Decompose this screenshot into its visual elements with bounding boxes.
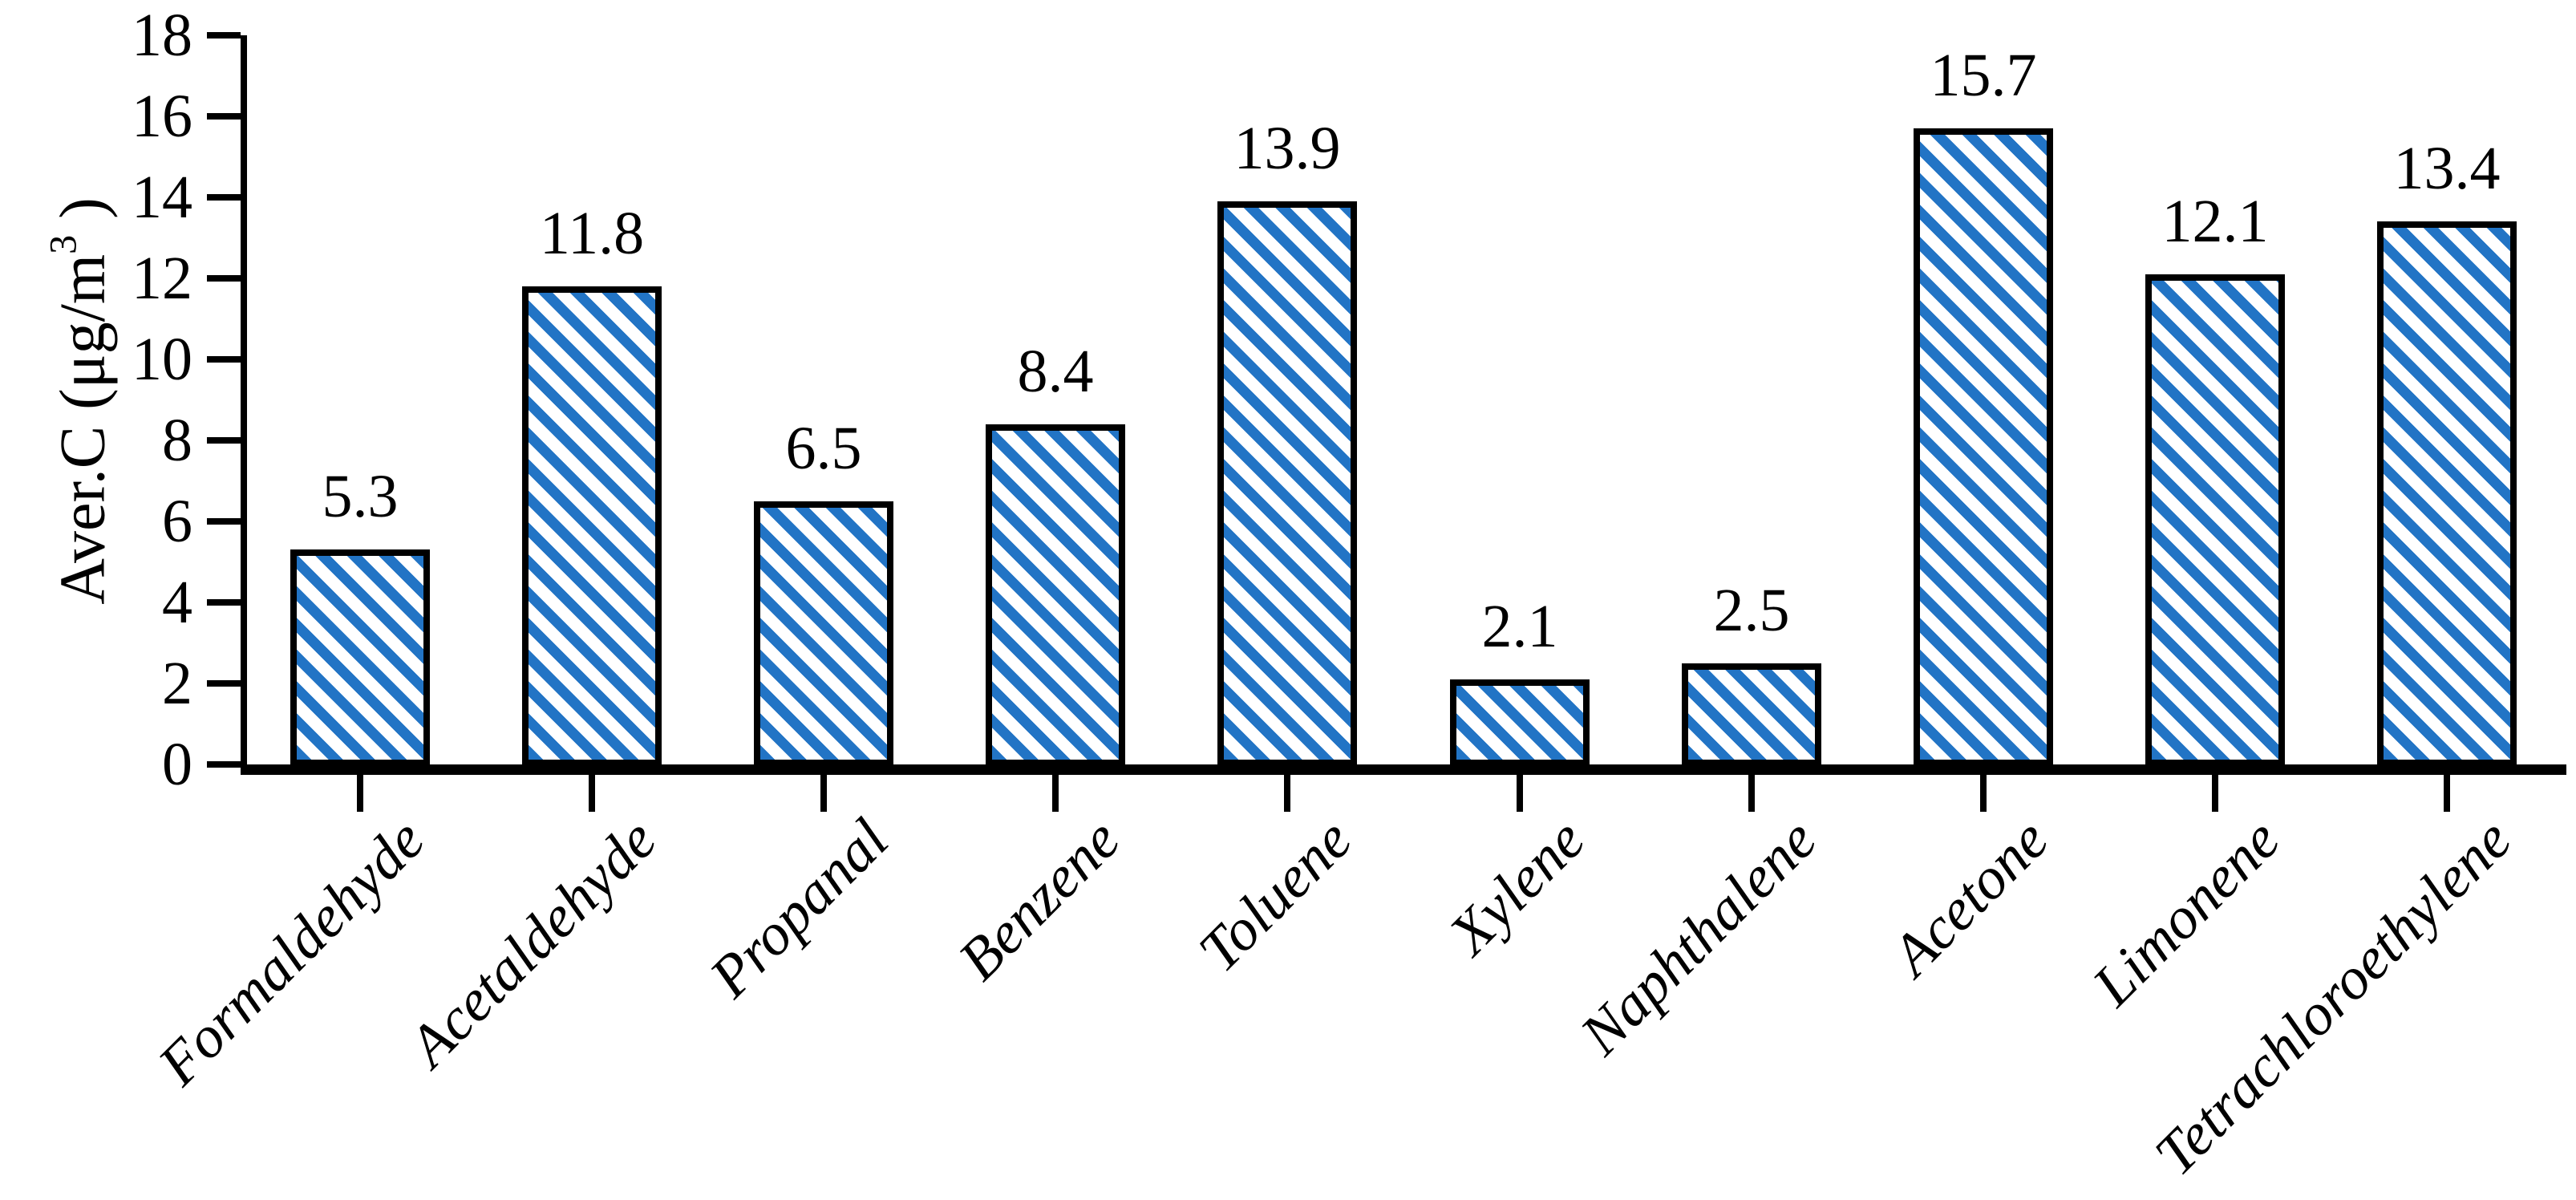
- y-axis-tick: [207, 113, 241, 120]
- x-axis-tick: [357, 775, 363, 812]
- x-axis-tick: [1052, 775, 1059, 812]
- x-tick-label: Acetone: [1879, 806, 2061, 989]
- bar-value-label: 5.3: [322, 463, 399, 530]
- bar-toluene: [1217, 201, 1357, 766]
- x-axis-tick: [2444, 775, 2450, 812]
- y-axis-tick-label: 8: [162, 407, 192, 474]
- y-axis-tick: [207, 356, 241, 363]
- x-axis-tick: [1748, 775, 1755, 812]
- bar-propanal: [754, 501, 893, 766]
- bar-value-label: 12.1: [2161, 188, 2269, 255]
- x-axis-tick: [1980, 775, 1987, 812]
- bar-value-label: 13.9: [1233, 115, 1341, 182]
- bar-acetone: [1914, 128, 2053, 766]
- y-axis-tick: [207, 437, 241, 444]
- y-axis-tick-label: 16: [132, 83, 192, 150]
- y-axis-tick: [207, 32, 241, 39]
- bar-tetrachloroethylene: [2377, 221, 2517, 766]
- y-axis-line: [241, 35, 247, 775]
- y-axis-tick: [207, 761, 241, 768]
- x-axis-tick: [1284, 775, 1290, 812]
- bar-acetaldehyde: [522, 286, 662, 766]
- x-axis-tick: [1517, 775, 1523, 812]
- bar-xylene: [1450, 679, 1590, 766]
- y-axis-tick-label: 4: [162, 569, 192, 636]
- x-tick-label: Toluene: [1186, 806, 1365, 985]
- bar-value-label: 15.7: [1930, 42, 2037, 109]
- bar-benzene: [986, 424, 1125, 766]
- x-tick-label: Formaldehyde: [146, 806, 438, 1098]
- y-axis-tick-label: 6: [162, 488, 192, 555]
- y-axis-tick: [207, 518, 241, 525]
- bar-value-label: 8.4: [1017, 338, 1094, 405]
- bar-formaldehyde: [290, 549, 430, 766]
- bar-value-label: 2.1: [1481, 593, 1558, 660]
- x-tick-label: Propanal: [697, 806, 901, 1011]
- bar-value-label: 2.5: [1713, 577, 1790, 644]
- x-tick-label: Acetaldehyde: [396, 806, 670, 1080]
- bar-value-label: 13.4: [2393, 135, 2501, 202]
- bar-value-label: 11.8: [539, 200, 645, 267]
- bar-limonene: [2145, 274, 2285, 766]
- y-axis-tick: [207, 680, 241, 687]
- y-axis-tick-label: 10: [132, 326, 192, 393]
- y-axis-tick: [207, 599, 241, 606]
- y-axis-tick-label: 18: [132, 2, 192, 69]
- bar-value-label: 6.5: [785, 415, 862, 482]
- x-tick-label: Benzene: [946, 806, 1133, 993]
- y-axis-tick-label: 0: [162, 731, 192, 798]
- bar-naphthalene: [1682, 663, 1821, 766]
- y-axis-tick-label: 2: [162, 650, 192, 717]
- x-tick-label: Xylene: [1436, 806, 1598, 967]
- x-tick-label: Limonene: [2080, 806, 2293, 1019]
- x-axis-tick: [820, 775, 827, 812]
- x-axis-tick: [589, 775, 595, 812]
- y-axis-tick: [207, 275, 241, 282]
- x-tick-label: Naphthalene: [1568, 806, 1829, 1068]
- y-axis-tick: [207, 194, 241, 201]
- y-axis-tick-label: 12: [132, 245, 192, 312]
- y-axis-tick-label: 14: [132, 164, 192, 231]
- x-axis-line: [241, 764, 2566, 775]
- x-axis-tick: [2212, 775, 2218, 812]
